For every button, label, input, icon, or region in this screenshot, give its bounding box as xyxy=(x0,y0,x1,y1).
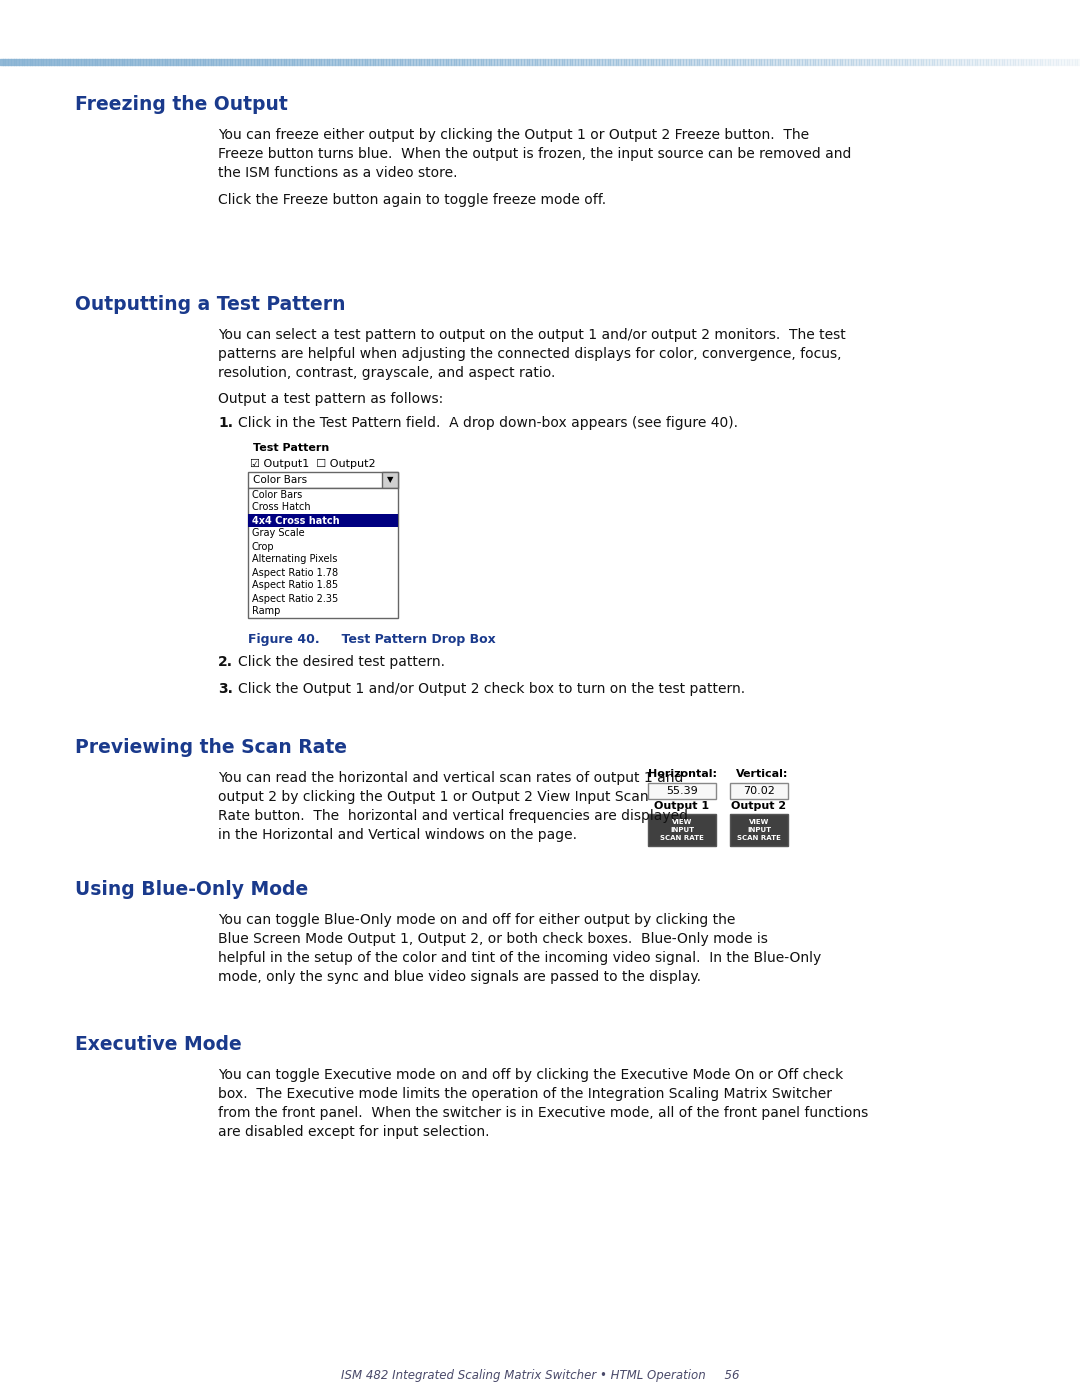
Text: 4x4 Cross hatch: 4x4 Cross hatch xyxy=(252,515,339,525)
Text: Aspect Ratio 1.85: Aspect Ratio 1.85 xyxy=(252,581,338,591)
Text: 1.: 1. xyxy=(218,416,233,430)
Text: Output a test pattern as follows:: Output a test pattern as follows: xyxy=(218,393,443,407)
Text: Aspect Ratio 1.78: Aspect Ratio 1.78 xyxy=(252,567,338,577)
Text: 70.02: 70.02 xyxy=(743,787,775,796)
Text: You can toggle Executive mode on and off by clicking the Executive Mode On or Of: You can toggle Executive mode on and off… xyxy=(218,1067,843,1083)
Text: VIEW
INPUT
SCAN RATE: VIEW INPUT SCAN RATE xyxy=(737,820,781,841)
Text: You can toggle Blue-Only mode on and off for either output by clicking the: You can toggle Blue-Only mode on and off… xyxy=(218,914,735,928)
Text: Color Bars: Color Bars xyxy=(253,475,307,485)
Text: from the front panel.  When the switcher is in Executive mode, all of the front : from the front panel. When the switcher … xyxy=(218,1106,868,1120)
Text: Output 1: Output 1 xyxy=(654,800,710,812)
Text: Crop: Crop xyxy=(252,542,274,552)
Text: are disabled except for input selection.: are disabled except for input selection. xyxy=(218,1125,489,1139)
Text: Figure 40.     Test Pattern Drop Box: Figure 40. Test Pattern Drop Box xyxy=(248,633,496,645)
Text: ☑ Output1  ☐ Output2: ☑ Output1 ☐ Output2 xyxy=(249,460,376,469)
Bar xyxy=(648,814,716,847)
Bar xyxy=(730,814,788,847)
Text: mode, only the sync and blue video signals are passed to the display.: mode, only the sync and blue video signa… xyxy=(218,970,701,983)
Text: You can select a test pattern to output on the output 1 and/or output 2 monitors: You can select a test pattern to output … xyxy=(218,328,846,342)
Text: patterns are helpful when adjusting the connected displays for color, convergenc: patterns are helpful when adjusting the … xyxy=(218,346,841,360)
Bar xyxy=(248,514,399,527)
Text: Using Blue-Only Mode: Using Blue-Only Mode xyxy=(75,880,308,900)
Text: Output 2: Output 2 xyxy=(731,800,786,812)
Text: Cross Hatch: Cross Hatch xyxy=(252,503,311,513)
Text: VIEW
INPUT
SCAN RATE: VIEW INPUT SCAN RATE xyxy=(660,820,704,841)
Text: You can read the horizontal and vertical scan rates of output 1 and: You can read the horizontal and vertical… xyxy=(218,771,684,785)
Text: Horizontal:: Horizontal: xyxy=(648,768,717,780)
Text: Ramp: Ramp xyxy=(252,606,281,616)
Text: 55.39: 55.39 xyxy=(666,787,698,796)
Text: Aspect Ratio 2.35: Aspect Ratio 2.35 xyxy=(252,594,338,604)
Text: Click the Output 1 and/or Output 2 check box to turn on the test pattern.: Click the Output 1 and/or Output 2 check… xyxy=(238,682,745,696)
Text: Executive Mode: Executive Mode xyxy=(75,1035,242,1053)
Text: 3.: 3. xyxy=(218,682,233,696)
Text: output 2 by clicking the Output 1 or Output 2 View Input Scan: output 2 by clicking the Output 1 or Out… xyxy=(218,789,649,805)
Text: Freezing the Output: Freezing the Output xyxy=(75,95,287,115)
Bar xyxy=(248,472,399,488)
Text: resolution, contrast, grayscale, and aspect ratio.: resolution, contrast, grayscale, and asp… xyxy=(218,366,555,380)
Text: helpful in the setup of the color and tint of the incoming video signal.  In the: helpful in the setup of the color and ti… xyxy=(218,951,821,965)
Text: ▼: ▼ xyxy=(387,475,393,485)
Bar xyxy=(382,472,399,488)
Text: Outputting a Test Pattern: Outputting a Test Pattern xyxy=(75,295,346,314)
Bar xyxy=(730,782,788,799)
Text: in the Horizontal and Vertical windows on the page.: in the Horizontal and Vertical windows o… xyxy=(218,828,577,842)
Text: 2.: 2. xyxy=(218,655,233,669)
Bar xyxy=(648,782,716,799)
Text: the ISM functions as a video store.: the ISM functions as a video store. xyxy=(218,166,458,180)
Text: Rate button.  The  horizontal and vertical frequencies are displayed: Rate button. The horizontal and vertical… xyxy=(218,809,688,823)
Text: Blue Screen Mode Output 1, Output 2, or both check boxes.  Blue-Only mode is: Blue Screen Mode Output 1, Output 2, or … xyxy=(218,932,768,946)
Text: Alternating Pixels: Alternating Pixels xyxy=(252,555,337,564)
Text: Click the Freeze button again to toggle freeze mode off.: Click the Freeze button again to toggle … xyxy=(218,193,606,207)
Text: Color Bars: Color Bars xyxy=(252,489,302,500)
Text: Click in the Test Pattern field.  A drop down-box appears (see figure 40).: Click in the Test Pattern field. A drop … xyxy=(238,416,738,430)
Text: box.  The Executive mode limits the operation of the Integration Scaling Matrix : box. The Executive mode limits the opera… xyxy=(218,1087,832,1101)
Text: You can freeze either output by clicking the Output 1 or Output 2 Freeze button.: You can freeze either output by clicking… xyxy=(218,129,809,142)
Text: Freeze button turns blue.  When the output is frozen, the input source can be re: Freeze button turns blue. When the outpu… xyxy=(218,147,851,161)
Bar xyxy=(248,488,399,617)
Text: Test Pattern: Test Pattern xyxy=(253,443,329,453)
Text: ISM 482 Integrated Scaling Matrix Switcher • HTML Operation     56: ISM 482 Integrated Scaling Matrix Switch… xyxy=(341,1369,739,1382)
Text: Click the desired test pattern.: Click the desired test pattern. xyxy=(238,655,445,669)
Text: Gray Scale: Gray Scale xyxy=(252,528,305,538)
Text: Previewing the Scan Rate: Previewing the Scan Rate xyxy=(75,738,347,757)
Text: Vertical:: Vertical: xyxy=(735,768,788,780)
